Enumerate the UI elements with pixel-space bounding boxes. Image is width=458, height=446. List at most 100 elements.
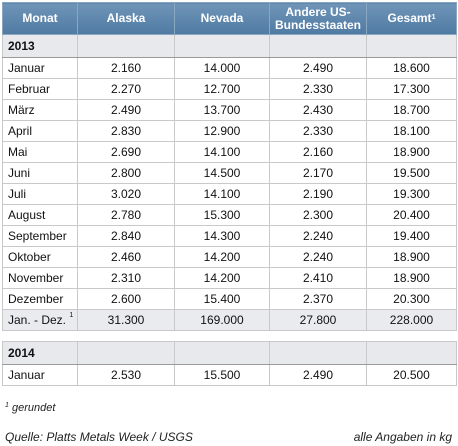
cell-total: 18.600: [366, 57, 457, 79]
cell-other: 2.240: [269, 246, 367, 268]
header-total-footnote-mark: 1: [431, 14, 436, 21]
cell-nevada: 15.500: [174, 364, 270, 386]
footnote-text: gerundet: [11, 402, 56, 414]
cell-alaska: 2.840: [77, 225, 175, 247]
section-spacer: [2, 330, 457, 342]
cell-month: März: [2, 99, 78, 121]
cell-month: Juni: [2, 162, 78, 184]
cell-total: 20.300: [366, 288, 457, 310]
cell-nevada: 15.400: [174, 288, 270, 310]
footnote: 1 gerundet: [5, 402, 55, 414]
cell-nevada: 14.100: [174, 183, 270, 205]
cell-nevada: 15.300: [174, 204, 270, 226]
cell-total: 19.300: [366, 183, 457, 205]
units-note: alle Angaben in kg: [353, 430, 452, 444]
cell-other: 2.410: [269, 267, 367, 289]
table-row: Juli 3.020 14.100 2.190 19.300: [2, 183, 457, 205]
cell-other: 2.240: [269, 225, 367, 247]
cell-alaska: 2.600: [77, 288, 175, 310]
table-row: April 2.830 12.900 2.330 18.100: [2, 120, 457, 142]
cell-other: 2.170: [269, 162, 367, 184]
header-nevada: Nevada: [174, 2, 270, 35]
cell-nevada: 14.500: [174, 162, 270, 184]
table-row: August 2.780 15.300 2.300 20.400: [2, 204, 457, 226]
cell-nevada: 14.200: [174, 267, 270, 289]
cell-other: 2.370: [269, 288, 367, 310]
year-row-2014: 2014: [2, 341, 457, 365]
cell-nevada: 13.700: [174, 99, 270, 121]
cell-month: Januar: [2, 364, 78, 386]
table-row: Januar 2.160 14.000 2.490 18.600: [2, 57, 457, 79]
cell-other: 2.430: [269, 99, 367, 121]
table-row: Januar 2.530 15.500 2.490 20.500: [2, 364, 457, 386]
cell-nevada: 14.100: [174, 141, 270, 163]
cell-nevada: 12.900: [174, 120, 270, 142]
cell-nevada: 12.700: [174, 78, 270, 100]
table-row: März 2.490 13.700 2.430 18.700: [2, 99, 457, 121]
cell-other: 27.800: [269, 309, 367, 331]
cell-total: 18.900: [366, 246, 457, 268]
cell-alaska: 2.530: [77, 364, 175, 386]
cell-other: 2.490: [269, 364, 367, 386]
cell-alaska: 2.830: [77, 120, 175, 142]
cell-month: Januar: [2, 57, 78, 79]
cell-alaska: 2.490: [77, 99, 175, 121]
header-row: Monat Alaska Nevada Andere US-Bundesstaa…: [2, 2, 457, 35]
cell-nevada: 169.000: [174, 309, 270, 331]
header-alaska: Alaska: [77, 2, 175, 35]
cell-total: 18.700: [366, 99, 457, 121]
header-other-states: Andere US-Bundesstaaten: [269, 2, 367, 35]
footnote-mark: 1: [5, 402, 9, 409]
cell-other: 2.330: [269, 78, 367, 100]
table-row: November 2.310 14.200 2.410 18.900: [2, 267, 457, 289]
year-row-2013: 2013: [2, 34, 457, 58]
cell-total: 228.000: [366, 309, 457, 331]
cell-month: Mai: [2, 141, 78, 163]
cell-total: 17.300: [366, 78, 457, 100]
total-row: Jan. - Dez. 1 31.300 169.000 27.800 228.000: [2, 309, 457, 331]
cell-alaska: 2.460: [77, 246, 175, 268]
cell-month: Juli: [2, 183, 78, 205]
table-row: September 2.840 14.300 2.240 19.400: [2, 225, 457, 247]
cell-total: 19.500: [366, 162, 457, 184]
table-row: Oktober 2.460 14.200 2.240 18.900: [2, 246, 457, 268]
cell-month: Jan. - Dez. 1: [2, 309, 78, 331]
table-row: Dezember 2.600 15.400 2.370 20.300: [2, 288, 457, 310]
cell-other: 2.490: [269, 57, 367, 79]
cell-total: 19.400: [366, 225, 457, 247]
header-total: Gesamt1: [366, 2, 457, 35]
cell-total: 18.100: [366, 120, 457, 142]
cell-month: Oktober: [2, 246, 78, 268]
year-label: 2014: [2, 341, 78, 365]
cell-month: November: [2, 267, 78, 289]
cell-nevada: 14.300: [174, 225, 270, 247]
cell-other: 2.190: [269, 183, 367, 205]
source-note: Quelle: Platts Metals Week / USGS: [5, 430, 193, 444]
cell-alaska: 2.270: [77, 78, 175, 100]
cell-other: 2.330: [269, 120, 367, 142]
cell-total: 18.900: [366, 141, 457, 163]
cell-total: 20.400: [366, 204, 457, 226]
cell-alaska: 2.690: [77, 141, 175, 163]
table-row: Februar 2.270 12.700 2.330 17.300: [2, 78, 457, 100]
cell-other: 2.160: [269, 141, 367, 163]
gold-production-table: Monat Alaska Nevada Andere US-Bundesstaa…: [2, 2, 457, 386]
cell-alaska: 2.310: [77, 267, 175, 289]
cell-nevada: 14.200: [174, 246, 270, 268]
cell-month: Februar: [2, 78, 78, 100]
cell-total: 20.500: [366, 364, 457, 386]
total-label: Jan. - Dez.: [8, 313, 67, 327]
cell-other: 2.300: [269, 204, 367, 226]
table-row: Juni 2.800 14.500 2.170 19.500: [2, 162, 457, 184]
cell-month: April: [2, 120, 78, 142]
cell-alaska: 3.020: [77, 183, 175, 205]
header-month: Monat: [2, 2, 78, 35]
cell-month: September: [2, 225, 78, 247]
cell-alaska: 31.300: [77, 309, 175, 331]
cell-month: August: [2, 204, 78, 226]
cell-month: Dezember: [2, 288, 78, 310]
cell-alaska: 2.800: [77, 162, 175, 184]
cell-total: 18.900: [366, 267, 457, 289]
cell-nevada: 14.000: [174, 57, 270, 79]
